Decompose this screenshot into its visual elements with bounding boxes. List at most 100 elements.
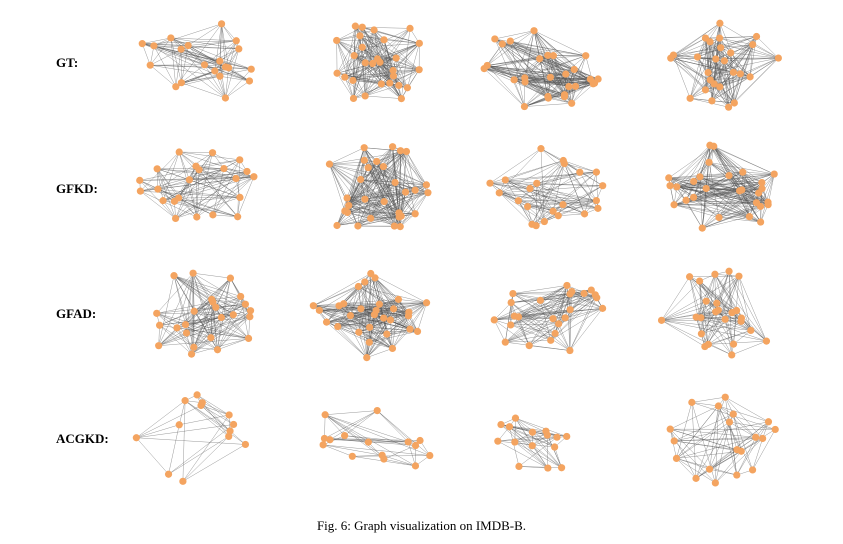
graph-edge — [313, 286, 359, 306]
graph-edge — [200, 405, 234, 425]
graph-edge — [180, 49, 226, 99]
graph-node — [245, 77, 254, 85]
graph-edge — [365, 85, 399, 97]
graph-edge — [359, 35, 420, 70]
graph-node — [212, 303, 220, 311]
graph-node — [309, 302, 317, 310]
graph-edge — [178, 169, 200, 199]
graph-node — [716, 19, 724, 27]
graph-edge — [713, 146, 761, 223]
graph-edge — [499, 192, 564, 205]
graph-edge — [181, 70, 215, 83]
graph-edge — [505, 317, 566, 343]
graph-edge — [221, 278, 231, 318]
graph-edge — [186, 316, 250, 334]
graph-edge — [407, 441, 416, 466]
graph-node — [392, 54, 400, 62]
graph-edge — [718, 216, 750, 218]
graph-node — [216, 72, 224, 80]
graph-edge — [215, 296, 241, 308]
graph-edge — [539, 58, 576, 87]
graph-node — [514, 313, 523, 321]
graph-edge — [368, 146, 393, 168]
graph-edge — [325, 410, 378, 415]
graph-node — [389, 66, 397, 75]
graph-node — [416, 436, 424, 445]
graph-edge — [329, 163, 384, 167]
graph-node — [153, 309, 161, 317]
graph-node — [181, 397, 189, 405]
graph-edge — [374, 277, 409, 317]
graph-node — [396, 223, 404, 231]
graph-edge — [505, 179, 597, 201]
graph-edge — [157, 168, 237, 179]
graph-edge — [182, 400, 186, 482]
graph-edge — [347, 182, 396, 199]
graph-edge — [510, 293, 514, 325]
graph-node — [236, 156, 244, 164]
graph-edge — [364, 281, 411, 330]
graph-edge — [374, 314, 388, 335]
graph-edge — [350, 304, 380, 316]
graph-edge — [502, 43, 599, 80]
graph-node — [697, 314, 705, 322]
graph-node — [333, 69, 341, 77]
graph-edge — [168, 436, 229, 475]
graph-node — [189, 269, 197, 277]
graph-edge — [736, 421, 769, 476]
graph-node — [713, 299, 721, 307]
graph-edge — [347, 146, 393, 213]
graph-edge — [170, 37, 177, 87]
graph-node — [225, 411, 233, 419]
graph-node — [667, 54, 675, 62]
graph-edge — [221, 23, 229, 68]
graph-edge — [237, 159, 240, 217]
graph-edge — [550, 308, 603, 341]
graph-edge — [181, 82, 226, 99]
graph-node — [486, 179, 494, 187]
graph-edge — [193, 311, 218, 350]
graph-node — [559, 200, 567, 209]
graph-edge — [695, 449, 738, 479]
graph-edge — [524, 78, 599, 107]
graph-edge — [661, 320, 732, 356]
graph-edge — [510, 30, 535, 42]
graph-edge — [489, 183, 533, 225]
graph-edge — [579, 172, 597, 201]
graph-node — [226, 427, 234, 435]
graph-edge — [701, 321, 742, 335]
graph-edge — [702, 162, 710, 229]
graph-edge — [674, 440, 742, 452]
graph-edge — [730, 44, 753, 54]
graph-edge — [497, 440, 555, 448]
graph-edge — [347, 192, 428, 213]
graph-node — [394, 295, 403, 303]
graph-node — [737, 317, 745, 325]
graph-edge — [494, 302, 512, 321]
graph-edge — [715, 451, 742, 484]
graph-edge — [221, 23, 237, 41]
graph-edge — [719, 37, 753, 45]
graph-edge — [709, 437, 756, 470]
graph-panel-gfad-4 — [645, 262, 795, 367]
graph-edge — [153, 45, 239, 50]
graph-edge — [505, 333, 556, 343]
graph-edge — [355, 25, 420, 70]
graph-node — [365, 338, 373, 346]
graph-edge — [510, 294, 596, 326]
graph-edge — [202, 402, 230, 416]
graph-node — [735, 272, 743, 280]
graph-edge — [571, 55, 586, 104]
graph-edge — [670, 185, 769, 203]
graph-node — [190, 343, 198, 351]
graph-node — [702, 297, 710, 305]
graph-edge — [204, 48, 239, 66]
graph-edge — [704, 274, 716, 347]
graph-edge — [499, 192, 554, 212]
graph-node — [200, 61, 209, 69]
graph-edge — [212, 171, 248, 216]
graph-node — [490, 316, 498, 324]
graph-edge — [398, 184, 427, 214]
graph-panel-acgkd-4 — [645, 387, 795, 492]
graph-edge — [540, 148, 545, 222]
